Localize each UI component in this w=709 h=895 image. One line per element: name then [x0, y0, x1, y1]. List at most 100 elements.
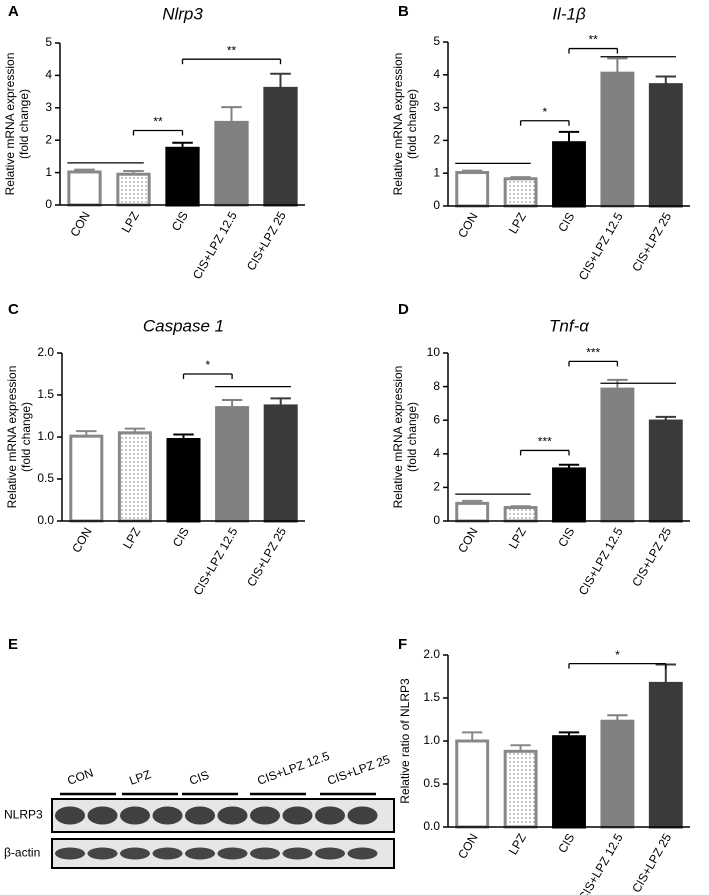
x-tick-label: LPZ [120, 525, 143, 551]
bar [503, 749, 538, 829]
bar [117, 431, 152, 523]
y-axis-label: (fold change) [17, 89, 31, 159]
bar [116, 172, 151, 207]
lane-group-label: CIS [187, 768, 211, 788]
blot-band [185, 806, 215, 825]
bar [67, 170, 102, 207]
y-tick-label: 4 [433, 67, 440, 81]
bar [215, 406, 250, 523]
x-tick-label: CIS+LPZ 25 [244, 209, 289, 273]
bar [600, 387, 635, 523]
y-tick-label: 2 [433, 133, 440, 147]
blot-band [282, 806, 313, 825]
x-tick-label: CIS+LPZ 25 [629, 831, 674, 895]
y-tick-label: 4 [433, 446, 440, 460]
blot-band [120, 806, 150, 825]
panel-label: A [8, 3, 19, 20]
bar [214, 120, 249, 207]
significance-label: *** [586, 346, 600, 360]
y-axis-label: Relative mRNA expression [5, 366, 19, 509]
bar [552, 141, 586, 208]
bar [455, 501, 490, 523]
x-tick-label: LPZ [506, 831, 529, 857]
y-tick-label: 5 [45, 35, 52, 49]
blot-band [347, 847, 378, 860]
blot-band [55, 847, 85, 860]
y-tick-label: 10 [427, 345, 441, 359]
blot-band [152, 806, 183, 825]
x-tick-label: LPZ [506, 525, 529, 551]
chart-title: Il-1β [552, 4, 586, 23]
y-axis-label: Relative ratio of NLRP3 [398, 678, 412, 804]
y-axis-label: Relative mRNA expression [3, 53, 17, 196]
lane-group-label: CON [65, 766, 95, 788]
blot-band [315, 806, 345, 825]
lane-group-label: LPZ [127, 767, 152, 788]
y-axis-label: (fold change) [19, 402, 33, 472]
x-tick-label: CIS [555, 831, 577, 855]
blot-band [87, 847, 118, 860]
y-tick-label: 6 [433, 412, 440, 426]
y-tick-label: 2 [45, 132, 52, 146]
blot-band [217, 847, 248, 860]
bar [69, 434, 104, 523]
bar [263, 404, 298, 523]
panel-label: B [398, 3, 409, 20]
x-tick-label: CIS+LPZ 12.5 [576, 525, 626, 598]
y-axis-label: (fold change) [405, 402, 419, 472]
blot-band [120, 847, 150, 860]
y-tick-label: 3 [45, 100, 52, 114]
y-tick-label: 1.5 [423, 690, 440, 704]
x-tick-label: LPZ [119, 209, 142, 235]
y-tick-label: 0.5 [37, 471, 54, 485]
x-tick-label: CON [69, 525, 94, 555]
y-tick-label: 2.0 [423, 647, 440, 661]
bar [263, 86, 298, 207]
x-tick-label: CIS [170, 525, 192, 549]
x-tick-label: CON [67, 209, 92, 239]
blot-band [282, 847, 313, 860]
x-tick-label: CIS [555, 525, 577, 549]
y-tick-label: 1 [433, 165, 440, 179]
y-axis-label: Relative mRNA expression [391, 53, 405, 196]
panel-label: F [398, 636, 407, 653]
bar [166, 438, 201, 523]
significance-label: *** [538, 435, 552, 449]
blot-row-label: NLRP3 [4, 808, 43, 822]
significance-label: * [542, 105, 547, 119]
y-tick-label: 1.0 [423, 733, 440, 747]
blot-band [217, 806, 248, 825]
significance-label: * [615, 648, 620, 662]
lane-group-label: CIS+LPZ 12.5 [255, 749, 331, 788]
significance-label: ** [227, 43, 237, 57]
y-tick-label: 0 [433, 198, 440, 212]
blot-band [250, 847, 280, 860]
bar [648, 83, 683, 208]
blot-band [250, 806, 280, 825]
bar [165, 146, 200, 207]
y-tick-label: 0 [433, 513, 440, 527]
significance-label: ** [153, 115, 163, 129]
x-tick-label: CIS+LPZ 25 [244, 525, 289, 589]
bar [600, 719, 635, 829]
x-tick-label: CIS [555, 210, 577, 234]
bar [455, 739, 490, 829]
y-tick-label: 2 [433, 480, 440, 494]
x-tick-label: CON [455, 831, 480, 861]
bar [552, 735, 586, 829]
blot-band [55, 806, 85, 825]
x-tick-label: CIS+LPZ 12.5 [190, 209, 240, 282]
y-tick-label: 0.5 [423, 776, 440, 790]
blot-band [87, 806, 118, 825]
x-tick-label: CIS+LPZ 25 [629, 525, 674, 589]
lane-group-label: CIS+LPZ 25 [325, 752, 392, 788]
blot-band [152, 847, 183, 860]
bar [552, 467, 586, 523]
y-tick-label: 1 [45, 165, 52, 179]
chart-title: Tnf-α [549, 316, 590, 335]
x-tick-label: LPZ [506, 210, 529, 236]
y-tick-label: 0.0 [423, 819, 440, 833]
bar [455, 171, 490, 208]
panel-label: C [8, 301, 19, 318]
